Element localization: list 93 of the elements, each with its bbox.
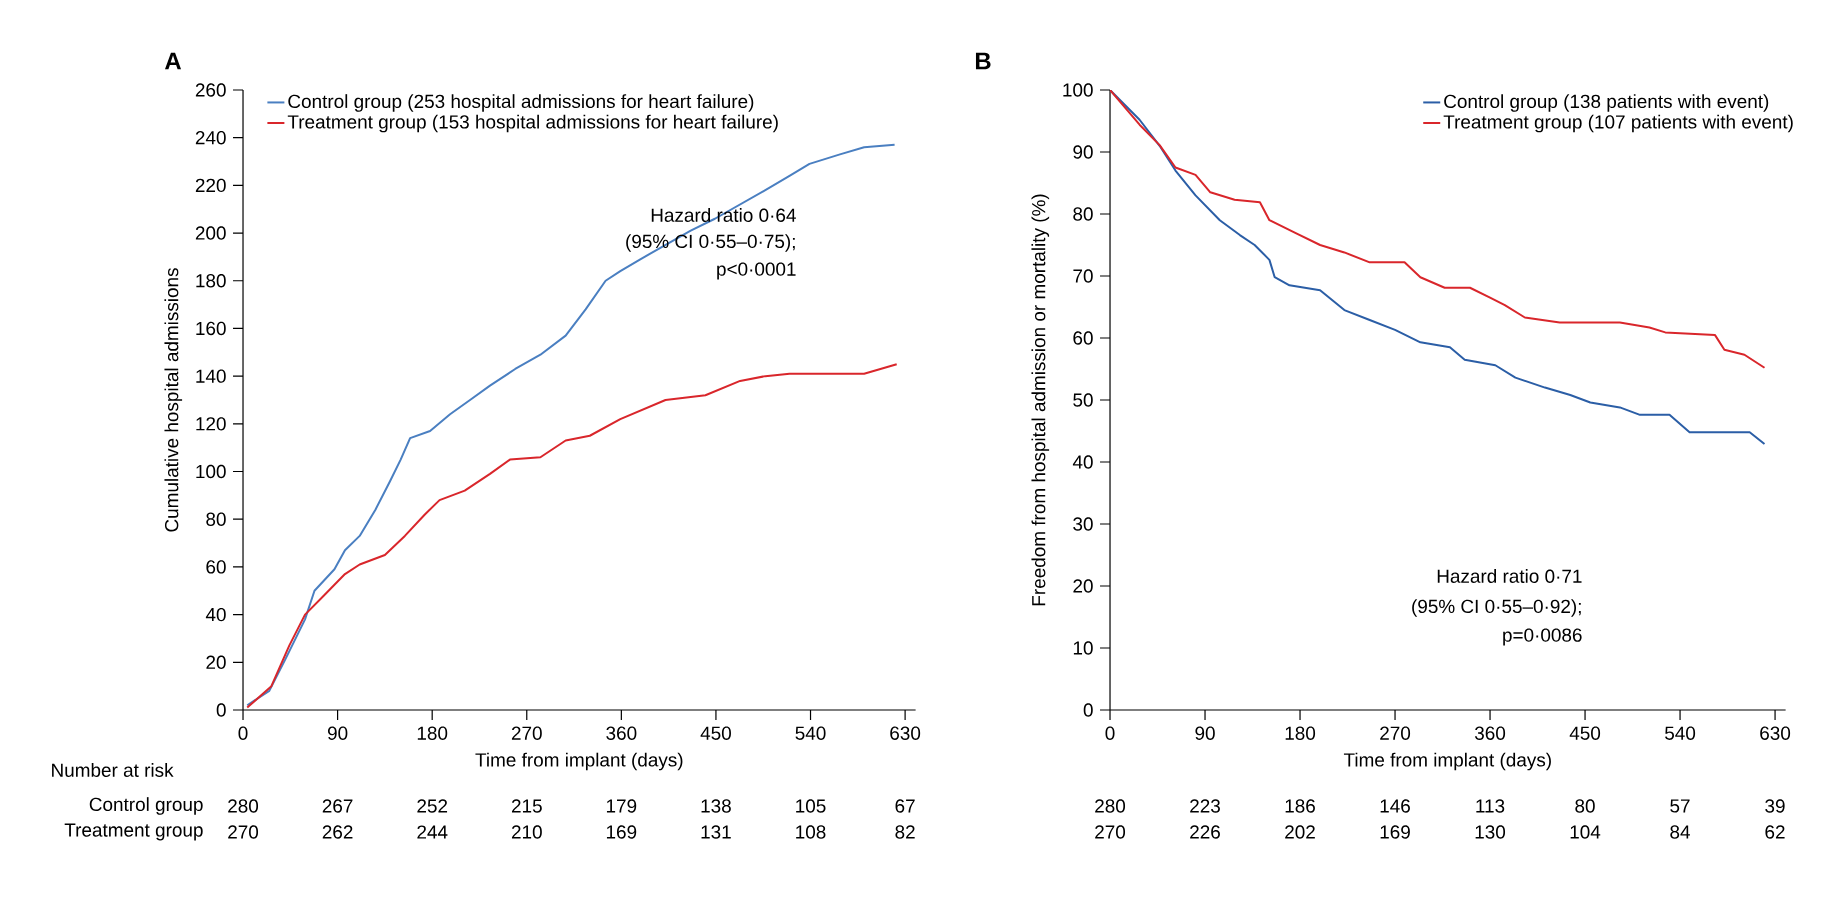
y-tick-label: 80 bbox=[206, 512, 226, 526]
text: 104 bbox=[1570, 825, 1601, 839]
text: 39 bbox=[1765, 799, 1785, 813]
y-tick-label: 60 bbox=[1073, 331, 1093, 345]
annotation: p=0·0086 bbox=[1503, 628, 1582, 646]
x-tick-label: 360 bbox=[606, 726, 637, 740]
x-tick-label: 270 bbox=[1380, 726, 1411, 740]
x-tick-label: 180 bbox=[1285, 726, 1316, 740]
text: 131 bbox=[701, 825, 731, 839]
text: 280 bbox=[228, 799, 259, 813]
y-tick-label: 160 bbox=[196, 321, 226, 336]
annotation: (95% CI 0·55–0·75); bbox=[626, 234, 795, 252]
y-tick-label: 10 bbox=[1073, 641, 1093, 655]
y-tick-label: 90 bbox=[1073, 145, 1093, 159]
x-tick-label: 630 bbox=[890, 726, 921, 740]
text: 138 bbox=[701, 799, 731, 813]
text: 179 bbox=[606, 799, 637, 813]
y-tick-label: 0 bbox=[1083, 703, 1093, 717]
text: 252 bbox=[417, 799, 448, 813]
text: 84 bbox=[1670, 825, 1690, 839]
text: 146 bbox=[1380, 799, 1410, 813]
line-series bbox=[246, 363, 898, 709]
text: 57 bbox=[1670, 799, 1690, 813]
y-tick-label: 40 bbox=[205, 607, 226, 622]
text: 270 bbox=[1095, 825, 1126, 839]
legend-label: Control group (138 patients with event) bbox=[1444, 94, 1769, 112]
text: 186 bbox=[1285, 799, 1315, 813]
y-tick-label: 100 bbox=[196, 464, 226, 479]
x-tick-label: 90 bbox=[1195, 726, 1215, 740]
annotation: p<0·0001 bbox=[717, 262, 796, 280]
text: 169 bbox=[606, 825, 637, 839]
y-tick-label: 200 bbox=[195, 226, 226, 240]
text: 280 bbox=[1095, 799, 1126, 813]
text: 244 bbox=[417, 825, 448, 839]
y-axis-title: Cumulative hospital admissions bbox=[164, 268, 183, 532]
text: 62 bbox=[1765, 825, 1785, 839]
text: Treatment group bbox=[64, 823, 203, 841]
y-tick-label: 260 bbox=[195, 83, 226, 97]
x-tick-label: 540 bbox=[795, 726, 826, 740]
chart-title: A bbox=[164, 52, 182, 70]
y-tick-label: 240 bbox=[195, 130, 226, 145]
annotation: Hazard ratio 0·64 bbox=[651, 208, 796, 222]
y-tick-label: 20 bbox=[1073, 579, 1093, 593]
text: Control group bbox=[89, 797, 203, 815]
y-tick-label: 100 bbox=[1063, 83, 1093, 97]
text: 130 bbox=[1475, 825, 1506, 839]
text: 223 bbox=[1190, 799, 1220, 813]
y-tick-label: 0 bbox=[216, 703, 226, 717]
annotation: (95% CI 0·55–0·92); bbox=[1412, 599, 1581, 617]
x-tick-label: 630 bbox=[1760, 726, 1791, 740]
y-tick-label: 60 bbox=[206, 560, 226, 574]
legend-label: Control group (253 hospital admissions for heart failure) bbox=[288, 94, 754, 112]
y-tick-label: 50 bbox=[1073, 393, 1093, 407]
chart-title: B bbox=[975, 52, 991, 70]
text: 67 bbox=[895, 799, 915, 813]
x-axis-title: Time from implant (days) bbox=[475, 752, 683, 771]
y-tick-label: 140 bbox=[196, 369, 226, 383]
y-tick-label: 180 bbox=[196, 274, 226, 288]
x-tick-label: 0 bbox=[238, 726, 248, 740]
text: 82 bbox=[895, 825, 915, 839]
x-tick-label: 90 bbox=[327, 726, 348, 740]
x-tick-label: 270 bbox=[511, 726, 542, 740]
text: 169 bbox=[1380, 825, 1410, 839]
y-tick-label: 120 bbox=[196, 417, 226, 431]
text: Number at risk bbox=[52, 763, 174, 777]
text: 80 bbox=[1575, 799, 1595, 813]
annotation: Hazard ratio 0·71 bbox=[1437, 569, 1582, 583]
text: 202 bbox=[1285, 825, 1315, 839]
text: 267 bbox=[322, 799, 353, 813]
x-tick-label: 450 bbox=[700, 726, 731, 740]
y-tick-label: 30 bbox=[1073, 517, 1093, 531]
text: 108 bbox=[796, 825, 826, 839]
y-tick-label: 70 bbox=[1073, 269, 1093, 283]
text: 105 bbox=[796, 799, 826, 813]
x-tick-label: 0 bbox=[1105, 726, 1115, 740]
y-tick-label: 80 bbox=[1073, 207, 1093, 221]
legend-label: Treatment group (153 hospital admissions for heart failure) bbox=[287, 114, 778, 133]
y-tick-label: 20 bbox=[206, 655, 226, 669]
x-tick-label: 450 bbox=[1569, 726, 1601, 740]
y-tick-label: 40 bbox=[1072, 455, 1093, 469]
text: 262 bbox=[322, 825, 353, 839]
text: 113 bbox=[1476, 799, 1505, 813]
text: 270 bbox=[228, 825, 259, 839]
x-tick-label: 540 bbox=[1665, 726, 1696, 740]
x-tick-label: 360 bbox=[1474, 726, 1506, 740]
y-tick-label: 220 bbox=[195, 178, 226, 193]
x-tick-label: 180 bbox=[417, 726, 448, 740]
text: 215 bbox=[511, 799, 542, 813]
legend-label: Treatment group (107 patients with event) bbox=[1443, 114, 1793, 133]
text: 226 bbox=[1190, 825, 1220, 839]
text: 210 bbox=[511, 825, 542, 839]
x-axis-title: Time from implant (days) bbox=[1343, 752, 1551, 771]
y-axis-title: Freedom from hospital admission or mortality (%) bbox=[1031, 194, 1050, 606]
